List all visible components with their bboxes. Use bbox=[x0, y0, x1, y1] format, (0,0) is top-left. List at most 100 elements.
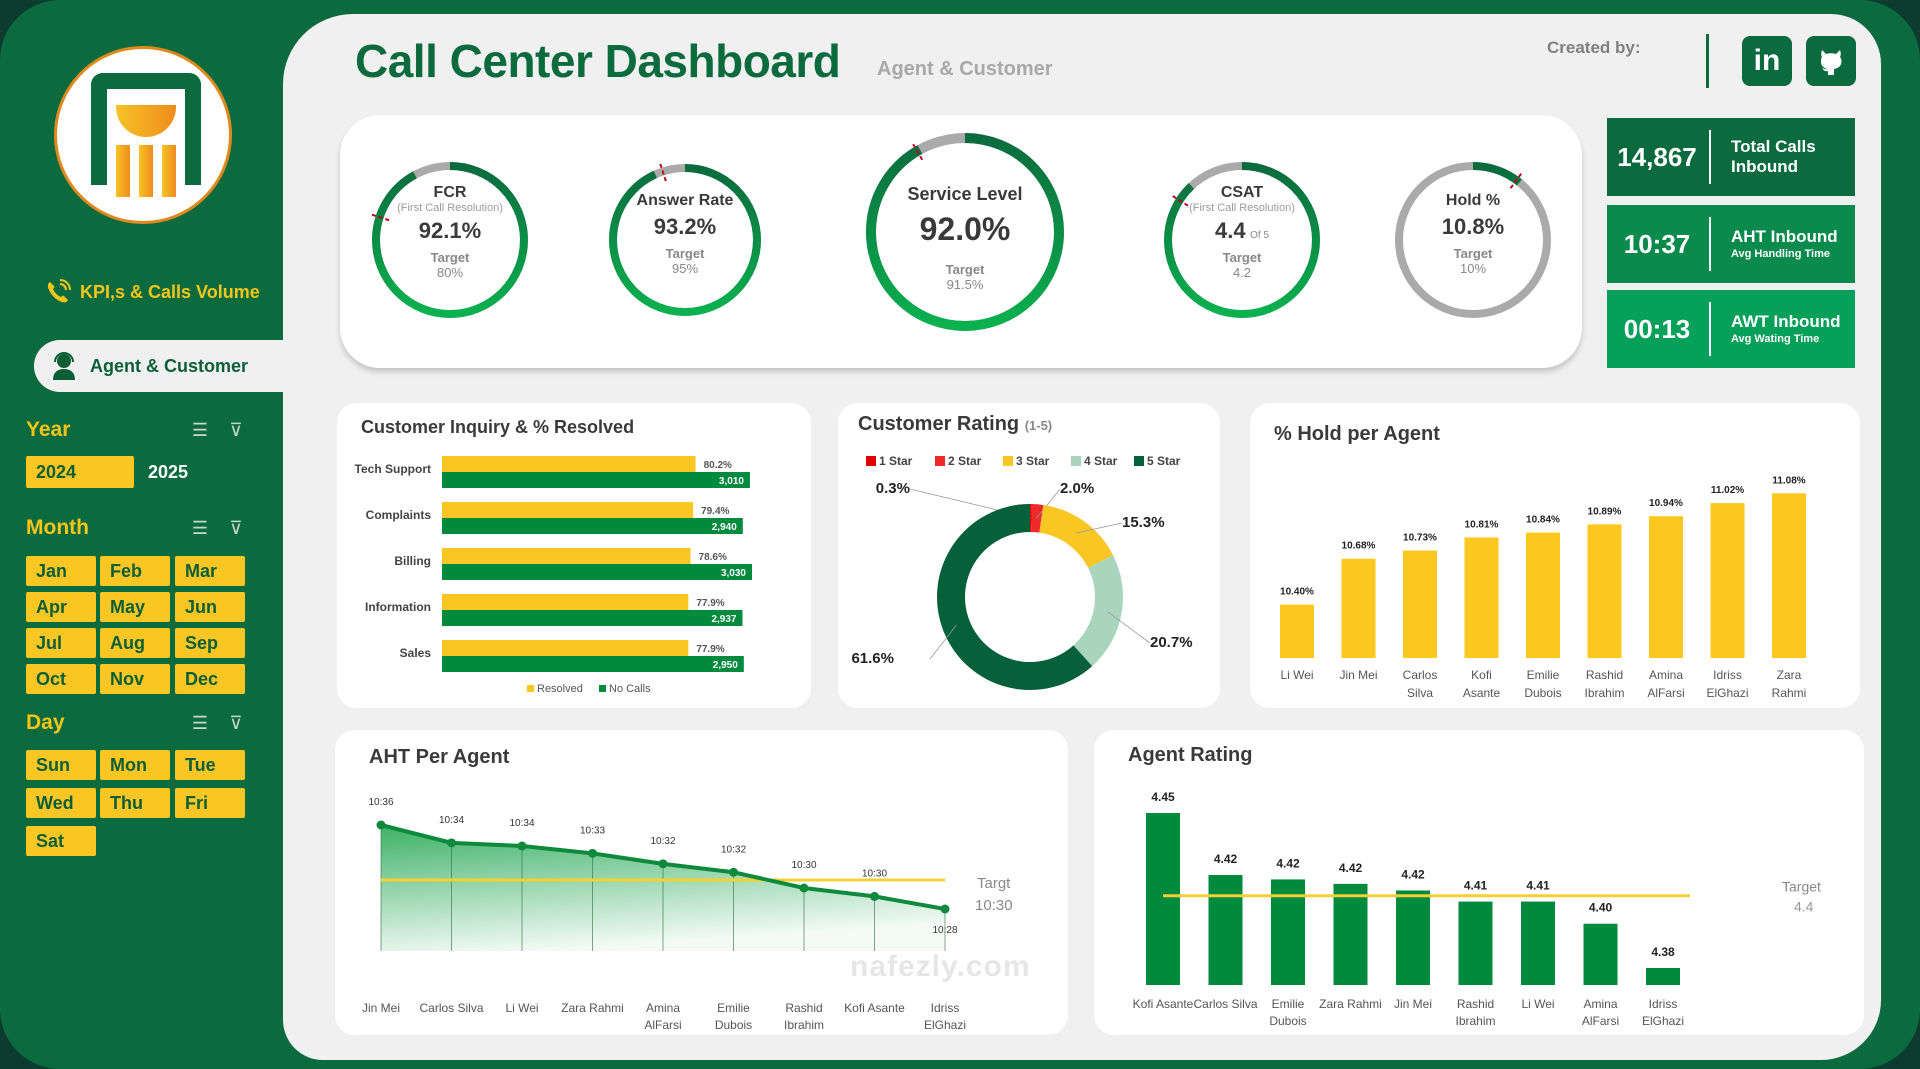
gauge-target-value: 80% bbox=[436, 265, 464, 280]
day-chip-sat[interactable]: Sat bbox=[26, 826, 96, 856]
bar-value-label: 4.41 bbox=[1464, 879, 1488, 893]
gauge-value: 4.4 bbox=[1215, 218, 1246, 243]
resolved-label: 78.6% bbox=[699, 552, 727, 563]
category-label: Carlos bbox=[1403, 668, 1438, 682]
rating-bar bbox=[1146, 813, 1180, 985]
resolved-bar bbox=[442, 456, 696, 472]
day-chip-mon[interactable]: Mon bbox=[100, 750, 170, 780]
month-chip-jan[interactable]: Jan bbox=[26, 556, 96, 586]
gauge-ring bbox=[866, 133, 1064, 331]
aht-point bbox=[658, 859, 668, 869]
slice-label: 20.7% bbox=[1150, 634, 1193, 651]
month-chip-mar[interactable]: Mar bbox=[175, 556, 245, 586]
category-label: Information bbox=[365, 600, 431, 614]
gauge-value: 10.8% bbox=[1441, 214, 1505, 239]
chart-title-text: Customer Rating bbox=[858, 413, 1020, 435]
bar-value-label: 4.40 bbox=[1589, 901, 1613, 915]
aht-per-agent-card: AHT Per Agent 10:36 Jin Mei 10:34 Carlos Si… bbox=[335, 730, 1068, 1035]
gauge-subtitle: (First Call Resolution) bbox=[397, 202, 503, 214]
gauge-value: 92.1% bbox=[418, 218, 482, 243]
category-label: Ibrahim bbox=[1584, 686, 1624, 700]
leader-line bbox=[1036, 488, 1061, 519]
category-label: Rashid bbox=[785, 1001, 822, 1015]
kpi-tile-value: 10:37 bbox=[1623, 228, 1691, 259]
linkedin-button[interactable]: in bbox=[1742, 36, 1792, 86]
category-label: Li Wei bbox=[505, 1001, 538, 1015]
nav-kpis-calls-volume[interactable]: KPI,s & Calls Volume bbox=[44, 278, 260, 306]
day-chip-sun[interactable]: Sun bbox=[26, 750, 96, 780]
calls-bar bbox=[442, 518, 743, 534]
gauge-fcr: FCR (First Call Resolution) 92.1% Target 80% bbox=[366, 156, 534, 324]
gauge-name: FCR bbox=[433, 184, 467, 201]
leader-line bbox=[1076, 522, 1123, 534]
hold-bar bbox=[1280, 604, 1314, 658]
month-chip-jun[interactable]: Jun bbox=[175, 592, 245, 622]
category-label: Dubois bbox=[1524, 686, 1561, 700]
month-chip-oct[interactable]: Oct bbox=[26, 664, 96, 694]
day-chip-fri[interactable]: Fri bbox=[175, 788, 245, 818]
category-label: Amina bbox=[646, 1001, 680, 1015]
kpi-tile: 14,867 Total Calls Inbound bbox=[1607, 118, 1855, 196]
kpi-tile-label: AWT Inbound Avg Wating Time bbox=[1731, 312, 1841, 345]
github-icon bbox=[1821, 50, 1842, 75]
month-chip-apr[interactable]: Apr bbox=[26, 592, 96, 622]
point-label: 10:28 bbox=[932, 925, 957, 936]
gauge-text: Service Level 92.0% Target 91.5% bbox=[861, 184, 1069, 292]
hold-bar bbox=[1526, 532, 1560, 658]
category-label: Carlos Silva bbox=[1193, 997, 1257, 1011]
hold-bar bbox=[1403, 550, 1437, 658]
month-chip-nov[interactable]: Nov bbox=[100, 664, 170, 694]
aht-point bbox=[588, 848, 597, 858]
kpi-tile-value: 14,867 bbox=[1617, 141, 1697, 172]
clear-filter-icon[interactable]: ⊽ bbox=[229, 518, 243, 538]
category-label: Emilie bbox=[1272, 997, 1305, 1011]
clear-filter-icon[interactable]: ⊽ bbox=[229, 420, 243, 440]
gauge-fill bbox=[1395, 162, 1551, 318]
month-chip-jul[interactable]: Jul bbox=[26, 628, 96, 658]
aht-point bbox=[799, 883, 809, 893]
month-chip-sep[interactable]: Sep bbox=[175, 628, 245, 658]
month-chip-feb[interactable]: Feb bbox=[100, 556, 170, 586]
day-chip-wed[interactable]: Wed bbox=[26, 788, 96, 818]
month-chip-may[interactable]: May bbox=[100, 592, 170, 622]
github-button[interactable] bbox=[1806, 36, 1856, 86]
kpi-tile: 00:13 AWT Inbound Avg Wating Time bbox=[1607, 290, 1855, 368]
legend-swatch bbox=[1134, 456, 1144, 466]
slice-label: 2.0% bbox=[1060, 480, 1094, 497]
kpi-tile-label: Total Calls Inbound bbox=[1731, 136, 1816, 176]
multi-select-icon[interactable]: ☰ bbox=[191, 420, 209, 440]
bar-value-label: 10.94% bbox=[1649, 498, 1683, 509]
calls-label: 2,937 bbox=[711, 614, 736, 625]
target-label: Targt bbox=[977, 875, 1011, 892]
legend-label: 3 Star bbox=[1016, 454, 1050, 468]
day-chip-tue[interactable]: Tue bbox=[175, 750, 245, 780]
calls-bar bbox=[442, 610, 743, 626]
nav-agent-customer[interactable]: Agent & Customer bbox=[34, 340, 284, 392]
category-label: Idriss bbox=[931, 1001, 960, 1015]
category-label: Silva bbox=[1407, 686, 1433, 700]
customer-inquiry-card: Customer Inquiry & % Resolved Tech Suppo… bbox=[337, 403, 811, 708]
point-label: 10:30 bbox=[791, 860, 816, 871]
month-chip-aug[interactable]: Aug bbox=[100, 628, 170, 658]
multi-select-icon[interactable]: ☰ bbox=[191, 713, 209, 733]
legend-label: 5 Star bbox=[1147, 454, 1181, 468]
target-value: 4.4 bbox=[1794, 899, 1814, 915]
point-label: 10:33 bbox=[580, 825, 605, 836]
legend-label: 1 Star bbox=[879, 454, 913, 468]
rating-bar bbox=[1521, 901, 1555, 985]
clear-filter-icon[interactable]: ⊽ bbox=[229, 713, 243, 733]
gauge-target-label: Target bbox=[1453, 246, 1493, 261]
day-chip-thu[interactable]: Thu bbox=[100, 788, 170, 818]
gauge-name: Answer Rate bbox=[636, 192, 734, 209]
rating-bar bbox=[1208, 875, 1243, 985]
year-chip-2024[interactable]: 2024 bbox=[26, 456, 134, 488]
category-label: Billing bbox=[394, 554, 431, 568]
multi-select-icon[interactable]: ☰ bbox=[191, 518, 209, 538]
bar-value-label: 4.42 bbox=[1401, 868, 1425, 882]
bar-value-label: 10.84% bbox=[1526, 515, 1560, 526]
month-chip-dec[interactable]: Dec bbox=[175, 664, 245, 694]
leader-line bbox=[929, 625, 957, 660]
resolved-bar bbox=[442, 594, 689, 610]
aht-point bbox=[940, 904, 950, 914]
year-chip-2025[interactable]: 2025 bbox=[148, 462, 189, 482]
